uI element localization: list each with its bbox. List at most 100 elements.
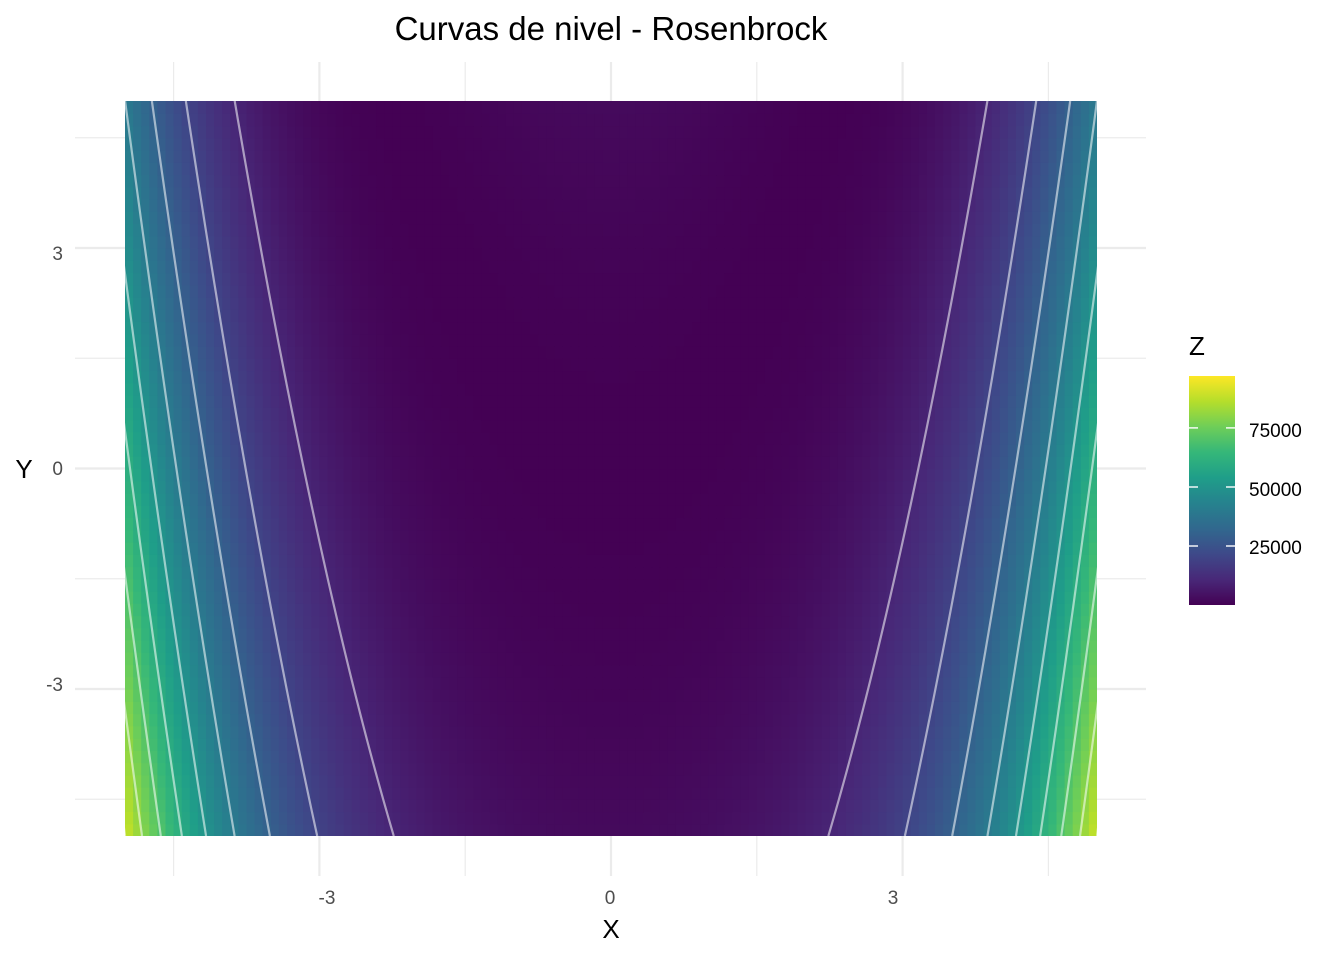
heatmap-cell	[602, 591, 612, 604]
heatmap-cell	[570, 603, 580, 617]
heatmap-cell	[359, 346, 369, 359]
heatmap-cell	[1032, 603, 1041, 617]
heatmap-cell	[659, 750, 669, 764]
heatmap-cell	[157, 370, 167, 384]
heatmap-cell	[854, 725, 863, 739]
heatmap-cell	[157, 444, 167, 457]
heatmap-cell	[214, 799, 223, 813]
heatmap-cell	[708, 395, 717, 408]
heatmap-cell	[230, 468, 239, 482]
heatmap-cell	[538, 664, 547, 678]
heatmap-cell	[773, 431, 782, 445]
heatmap-cell	[149, 664, 158, 678]
heatmap-cell	[489, 517, 499, 531]
heatmap-cell	[667, 762, 677, 776]
heatmap-cell	[781, 333, 790, 347]
heatmap-cell	[821, 566, 831, 580]
heatmap-cell	[635, 799, 644, 813]
heatmap-cell	[991, 738, 1001, 751]
heatmap-cell	[870, 811, 879, 825]
heatmap-cell	[238, 811, 248, 825]
heatmap-cell	[837, 811, 847, 825]
heatmap-cell	[716, 664, 725, 678]
heatmap-cell	[1064, 578, 1074, 592]
heatmap-cell	[481, 701, 491, 715]
heatmap-cell	[278, 615, 288, 629]
heatmap-cell	[303, 358, 312, 372]
heatmap-cell	[481, 321, 491, 335]
heatmap-cell	[424, 517, 434, 531]
heatmap-cell	[910, 615, 920, 629]
heatmap-cell	[870, 725, 879, 739]
heatmap-cell	[173, 333, 183, 347]
heatmap-cell	[1048, 517, 1058, 531]
heatmap-cell	[700, 615, 709, 629]
heatmap-cell	[238, 542, 248, 555]
heatmap-cell	[1072, 493, 1082, 506]
heatmap-cell	[813, 725, 823, 739]
heatmap-cell	[343, 787, 353, 800]
heatmap-cell	[400, 407, 410, 421]
heatmap-cell	[1040, 358, 1049, 372]
heatmap-cell	[602, 566, 612, 580]
heatmap-cell	[189, 419, 199, 433]
heatmap-cell	[214, 664, 223, 678]
heatmap-cell	[1080, 346, 1090, 359]
heatmap-cell	[781, 640, 790, 653]
heatmap-cell	[440, 811, 450, 825]
heatmap-cell	[886, 774, 896, 788]
heatmap-cell	[287, 640, 296, 653]
heatmap-cell	[910, 811, 920, 825]
heatmap-cell	[756, 505, 766, 519]
heatmap-cell	[594, 750, 604, 764]
heatmap-cell	[449, 750, 458, 764]
heatmap-cell	[359, 664, 369, 678]
heatmap-cell	[805, 652, 815, 666]
heatmap-cell	[886, 640, 896, 653]
heatmap-cell	[384, 823, 393, 836]
heatmap-cell	[125, 725, 134, 739]
heatmap-cell	[708, 799, 717, 813]
heatmap-cell	[189, 395, 199, 408]
heatmap-cell	[643, 517, 653, 531]
heatmap-cell	[1064, 566, 1074, 580]
heatmap-cell	[424, 627, 434, 641]
heatmap-cell	[683, 664, 693, 678]
heatmap-cell	[918, 787, 928, 800]
heatmap-cell	[959, 787, 968, 800]
heatmap-cell	[829, 346, 839, 359]
heatmap-cell	[206, 823, 215, 836]
heatmap-cell	[319, 664, 329, 678]
heatmap-cell	[1080, 480, 1090, 494]
heatmap-cell	[805, 689, 815, 702]
heatmap-cell	[521, 701, 531, 715]
heatmap-cell	[287, 762, 296, 776]
heatmap-cell	[797, 382, 806, 396]
heatmap-cell	[635, 627, 644, 641]
heatmap-cell	[1064, 407, 1074, 421]
heatmap-cell	[197, 725, 207, 739]
heatmap-cell	[959, 652, 968, 666]
heatmap-cell	[432, 578, 442, 592]
heatmap-cell	[845, 358, 855, 372]
heatmap-cell	[716, 395, 725, 408]
heatmap-cell	[918, 566, 928, 580]
heatmap-cell	[651, 811, 661, 825]
heatmap-cell	[554, 725, 563, 739]
heatmap-cell	[457, 799, 466, 813]
heatmap-cell	[991, 529, 1001, 543]
heatmap-cell	[692, 395, 701, 408]
heatmap-cell	[756, 444, 766, 457]
heatmap-cell	[602, 787, 612, 800]
heatmap-cell	[384, 358, 393, 372]
heatmap-cell	[1007, 493, 1017, 506]
heatmap-cell	[303, 774, 312, 788]
heatmap-cell	[359, 603, 369, 617]
heatmap-cell	[1040, 529, 1049, 543]
heatmap-cell	[546, 627, 555, 641]
heatmap-cell	[295, 689, 304, 702]
heatmap-cell	[530, 456, 539, 470]
heatmap-cell	[692, 456, 701, 470]
heatmap-cell	[133, 468, 142, 482]
heatmap-cell	[854, 444, 863, 457]
